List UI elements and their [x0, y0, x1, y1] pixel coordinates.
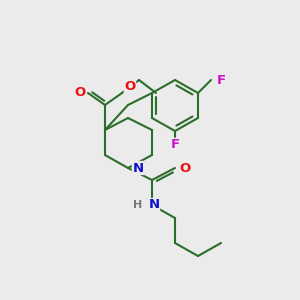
Text: O: O: [124, 80, 136, 94]
Text: H: H: [134, 200, 142, 210]
Text: N: N: [148, 199, 160, 212]
Text: N: N: [132, 161, 144, 175]
Text: F: F: [216, 74, 226, 86]
Text: O: O: [179, 161, 191, 175]
Text: O: O: [74, 86, 86, 100]
Text: F: F: [170, 139, 180, 152]
